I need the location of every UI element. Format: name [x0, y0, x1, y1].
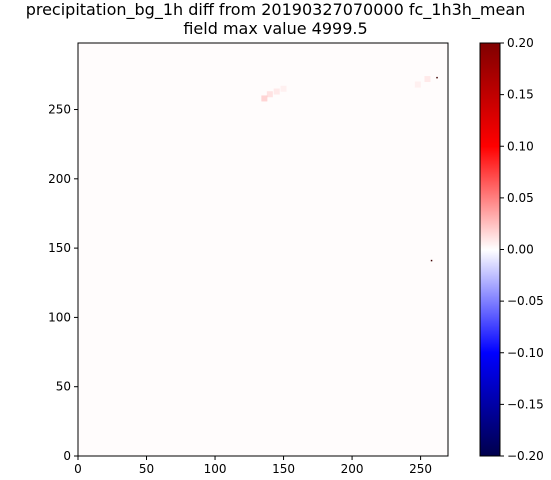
y-tick-label: 100: [48, 310, 71, 324]
colorbar-tick-label: −0.20: [507, 449, 544, 463]
y-tick-label: 250: [48, 103, 71, 117]
colorbar-tick-label: −0.05: [507, 294, 544, 308]
plot-area: [77, 42, 449, 457]
colorbar: [479, 42, 501, 457]
colorbar-tick-label: 0.00: [507, 243, 534, 257]
heatmap-cell: [424, 76, 431, 83]
chart-title: precipitation_bg_1h diff from 2019032707…: [25, 0, 526, 19]
heatmap-cell: [430, 259, 433, 262]
heatmap-cell: [414, 81, 421, 88]
chart-subtitle: field max value 4999.5: [183, 19, 368, 38]
colorbar-axis: 0.20 0.15 0.10 0.05 0.00 −0.05 −0.10 −0.15 −0.20: [500, 36, 544, 463]
y-tick-label: 0: [63, 449, 71, 463]
x-tick-label: 250: [409, 462, 432, 476]
colorbar-tick-label: −0.15: [507, 397, 544, 411]
x-tick-label: 0: [74, 462, 82, 476]
heatmap-cell: [261, 95, 268, 102]
y-tick-label: 50: [56, 380, 71, 394]
colorbar-tick-label: 0.10: [507, 139, 534, 153]
heatmap-cell: [436, 76, 438, 79]
y-tick-label: 200: [48, 172, 71, 186]
colorbar-tick-label: −0.10: [507, 346, 544, 360]
x-tick-label: 100: [204, 462, 227, 476]
heatmap-features: [261, 76, 438, 262]
colorbar-tick-label: 0.20: [507, 36, 534, 50]
x-tick-label: 200: [341, 462, 364, 476]
x-axis: 0 50 100 150 200 250: [74, 456, 432, 476]
colorbar-tick-label: 0.05: [507, 191, 534, 205]
y-tick-label: 150: [48, 241, 71, 255]
colorbar-tick-label: 0.15: [507, 88, 534, 102]
x-tick-label: 150: [272, 462, 295, 476]
heatmap-cell: [266, 91, 273, 98]
heatmap-cell: [280, 85, 287, 92]
x-tick-label: 50: [139, 462, 154, 476]
heatmap-cell: [273, 88, 280, 95]
y-axis: 0 50 100 150 200 250: [48, 103, 78, 463]
